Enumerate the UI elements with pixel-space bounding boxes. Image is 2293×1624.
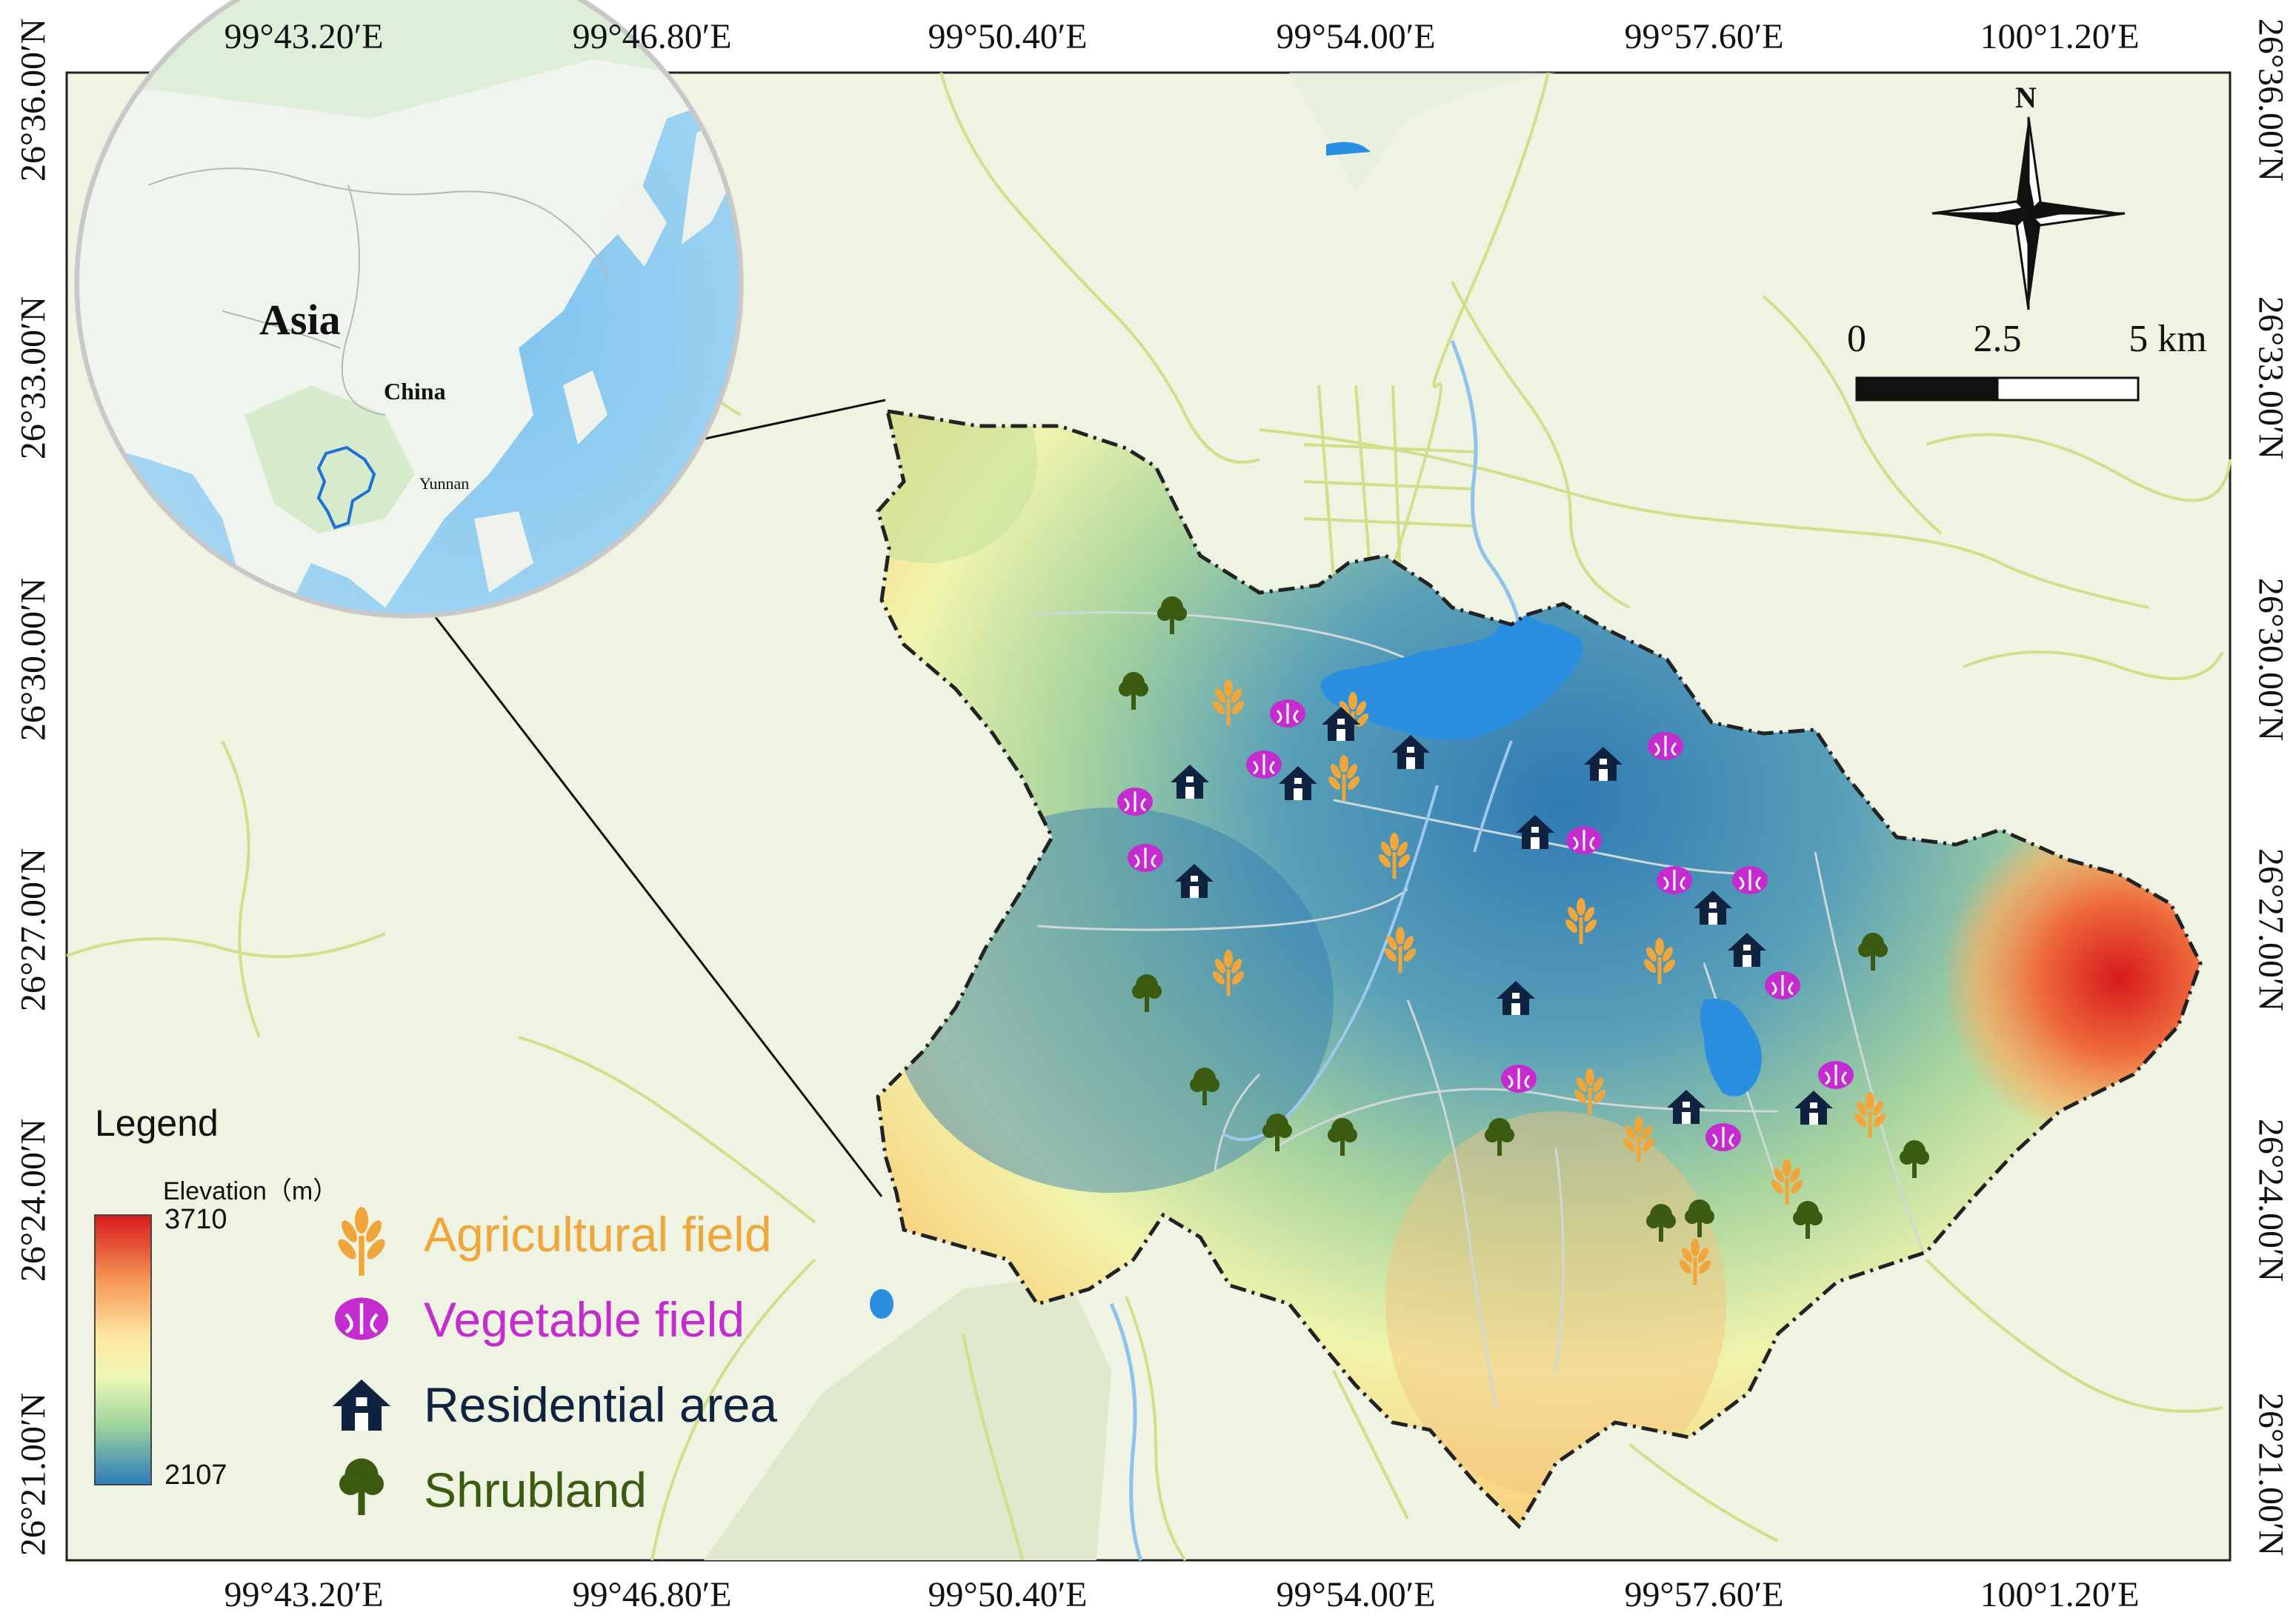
scale-bar	[1855, 376, 2140, 402]
scale-label-0: 0	[1847, 318, 1866, 360]
latitude-label-left: 26°24.00′N	[13, 1118, 53, 1282]
zoom-line-bottom	[354, 513, 883, 1197]
cabbage-icon	[1817, 1059, 1855, 1091]
legend-item-shrubland: Shrubland	[424, 1462, 647, 1517]
cabbage-icon	[1763, 970, 1802, 1001]
longitude-label-top: 99°50.40′E	[928, 17, 1088, 56]
latitude-label-right: 26°36.00′N	[2251, 18, 2291, 182]
legend-item-agricultural-field: Agricultural field	[424, 1207, 772, 1262]
cabbage-icon	[1731, 865, 1769, 896]
road-network	[66, 72, 2232, 1562]
cabbage-icon	[1646, 731, 1685, 762]
latitude-label-right: 26°21.00′N	[2251, 1392, 2291, 1557]
latitude-label-right: 26°27.00′N	[2251, 848, 2291, 1012]
hill-area	[1289, 73, 1556, 193]
cabbage-icon	[1565, 825, 1603, 856]
longitude-label-top: 99°46.80′E	[572, 17, 732, 56]
study-area-terrain	[878, 411, 2200, 1526]
pond	[870, 1289, 893, 1319]
globe-inset	[74, 0, 744, 619]
cabbage-icon	[1655, 865, 1694, 896]
longitude-label-bottom: 100°1.20′E	[1980, 1575, 2140, 1614]
cabbage-icon	[1500, 1063, 1538, 1094]
cabbage-icon	[1704, 1122, 1743, 1153]
yunnan-label: Yunnan	[419, 474, 470, 493]
north-label: N	[2015, 81, 2037, 114]
latitude-label-right: 26°33.00′N	[2251, 296, 2291, 460]
asia-label: Asia	[259, 296, 341, 344]
forest-area	[704, 1274, 1111, 1560]
latitude-label-right: 26°30.00′N	[2251, 577, 2291, 742]
north-arrow-icon	[1931, 116, 2126, 310]
study-area-boundary	[876, 408, 2203, 1530]
legend-item-vegetable-field: Vegetable field	[424, 1292, 745, 1347]
elevation-color-bar	[94, 1214, 152, 1485]
china-label: China	[384, 378, 446, 405]
cabbage-icon	[1116, 786, 1154, 817]
longitude-label-bottom: 99°50.40′E	[928, 1575, 1088, 1614]
longitude-label-top: 100°1.20′E	[1980, 17, 2140, 56]
cabbage-icon	[335, 1298, 388, 1340]
yunnan-outline	[316, 445, 376, 530]
longitude-label-top: 99°43.20′E	[224, 17, 384, 56]
longitude-label-top: 99°54.00′E	[1276, 17, 1436, 56]
latitude-label-left: 26°33.00′N	[13, 296, 53, 460]
latitude-label-left: 26°27.00′N	[13, 848, 53, 1012]
cabbage-icon	[1268, 698, 1307, 729]
cabbage-icon	[1126, 842, 1165, 873]
elevation-min-label: 2107	[164, 1460, 227, 1491]
river-network	[1109, 340, 1521, 1561]
longitude-label-bottom: 99°46.80′E	[572, 1575, 732, 1614]
elevation-title: Elevation（m）	[163, 1177, 339, 1205]
legend-item-residential-area: Residential area	[424, 1377, 777, 1432]
longitude-label-bottom: 99°54.00′E	[1276, 1575, 1436, 1614]
latitude-label-left: 26°21.00′N	[13, 1392, 53, 1557]
scale-label-end: 5 km	[2129, 318, 2207, 360]
latitude-label-left: 26°30.00′N	[13, 577, 53, 742]
lake-north	[1326, 142, 1371, 156]
longitude-label-top: 99°57.60′E	[1624, 17, 1784, 56]
legend-title: Legend	[95, 1102, 219, 1144]
latitude-label-left: 26°36.00′N	[13, 18, 53, 182]
scale-label-mid: 2.5	[1973, 318, 2022, 360]
elevation-max-label: 3710	[164, 1204, 227, 1235]
cabbage-icon	[1245, 749, 1283, 780]
longitude-label-bottom: 99°43.20′E	[224, 1575, 384, 1614]
latitude-label-right: 26°24.00′N	[2251, 1118, 2291, 1282]
longitude-label-bottom: 99°57.60′E	[1624, 1575, 1784, 1614]
